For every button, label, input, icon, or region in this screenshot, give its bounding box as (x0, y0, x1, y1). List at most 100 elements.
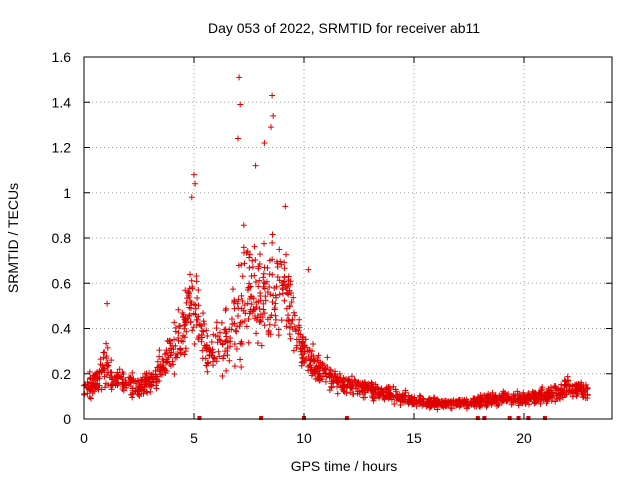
data-point (360, 389, 367, 396)
data-point (82, 381, 89, 388)
data-point (105, 369, 112, 376)
data-point (159, 356, 166, 363)
data-point (189, 327, 196, 334)
data-point (162, 366, 169, 373)
data-point (551, 385, 558, 392)
data-point (519, 400, 526, 407)
data-point (266, 321, 273, 328)
data-point (216, 353, 223, 360)
data-point (254, 339, 261, 346)
data-point (243, 323, 250, 330)
data-point (503, 396, 510, 403)
data-point (103, 361, 110, 368)
data-point (291, 323, 298, 330)
data-point (330, 380, 337, 387)
data-point (301, 344, 308, 351)
zero-marker (475, 416, 480, 420)
data-point (257, 297, 264, 304)
data-point (497, 395, 504, 402)
data-point (143, 377, 150, 384)
data-point (177, 323, 184, 330)
data-point (223, 337, 230, 344)
data-point (549, 394, 556, 401)
data-point (203, 342, 210, 349)
data-point (276, 291, 283, 298)
data-point (495, 402, 502, 409)
data-point (275, 326, 282, 333)
data-point (239, 298, 246, 305)
data-point (307, 362, 314, 369)
data-point (172, 354, 179, 361)
data-point (468, 401, 475, 408)
data-point (249, 263, 256, 270)
data-point (287, 281, 294, 288)
data-point (538, 386, 545, 393)
zero-marker (526, 416, 531, 420)
data-point (246, 284, 253, 291)
data-point (427, 403, 434, 410)
data-point (526, 401, 533, 408)
data-point (376, 394, 383, 401)
data-point (566, 382, 573, 389)
data-point (308, 372, 315, 379)
data-point (578, 385, 585, 392)
data-point (253, 330, 260, 337)
data-point (223, 333, 230, 340)
data-point (200, 328, 207, 335)
data-point (231, 341, 238, 348)
data-point (182, 345, 189, 352)
data-point (203, 327, 210, 334)
data-point (223, 367, 230, 374)
data-point (186, 311, 193, 318)
data-point (156, 347, 163, 354)
data-point (96, 375, 103, 382)
data-point (348, 373, 355, 380)
data-point (267, 331, 274, 338)
data-point (195, 334, 202, 341)
data-point (188, 277, 195, 284)
data-point (231, 363, 238, 370)
data-point (336, 370, 343, 377)
data-point (251, 243, 258, 250)
data-point (248, 301, 255, 308)
data-point (548, 397, 555, 404)
data-point (256, 305, 263, 312)
data-point (193, 273, 200, 280)
data-point (356, 391, 363, 398)
data-point (564, 373, 571, 380)
data-point (130, 378, 137, 385)
data-point (185, 289, 192, 296)
data-point (204, 332, 211, 339)
data-point (235, 305, 242, 312)
data-point (387, 390, 394, 397)
y-tick-label: 0 (63, 411, 71, 427)
data-point (271, 284, 278, 291)
data-point (260, 274, 267, 281)
data-point (231, 297, 238, 304)
y-tick-label: 1.6 (52, 49, 72, 65)
data-point (316, 370, 323, 377)
data-point (520, 389, 527, 396)
data-point (288, 299, 295, 306)
data-point (182, 315, 189, 322)
data-point (448, 405, 455, 412)
data-point (208, 339, 215, 346)
data-point (290, 294, 297, 301)
data-point (237, 101, 244, 108)
data-point (397, 398, 404, 405)
data-point (155, 377, 162, 384)
data-point (514, 390, 521, 397)
data-point (299, 333, 306, 340)
data-point (238, 363, 245, 370)
data-point (114, 369, 121, 376)
data-point (337, 374, 344, 381)
data-point (281, 297, 288, 304)
data-point (577, 381, 584, 388)
data-point (191, 301, 198, 308)
data-point (288, 320, 295, 327)
data-point (300, 350, 307, 357)
data-point (321, 362, 328, 369)
data-point (237, 340, 244, 347)
data-point (195, 336, 202, 343)
data-point (370, 384, 377, 391)
